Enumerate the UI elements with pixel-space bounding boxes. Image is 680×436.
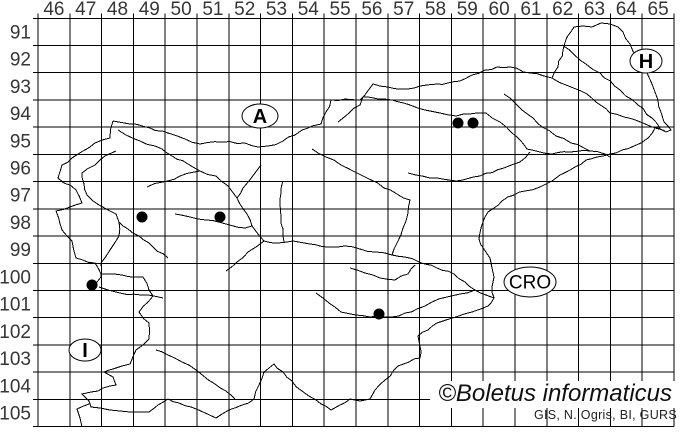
occurrence-dot: [86, 279, 98, 291]
country-code-text: A: [253, 106, 267, 128]
river-line-kamniska-bistrica: [279, 180, 285, 243]
country-border: [55, 22, 672, 419]
country-label-cro: CRO: [503, 266, 557, 298]
grid-col-label: 52: [234, 0, 255, 20]
river-line-ljubljanica: [225, 240, 265, 272]
grid-col-label: 61: [520, 0, 541, 20]
river-line-reka: [155, 349, 236, 400]
grid-col-label: 57: [393, 0, 414, 20]
river-line-kokra: [236, 164, 262, 199]
grid-col-label: 60: [489, 0, 510, 20]
grid-row-label: 98: [10, 213, 31, 234]
grid-col-label: 55: [330, 0, 351, 20]
coastline: [76, 403, 90, 428]
credits-text: GIS, N. Ogris, BI, GURS: [533, 408, 677, 422]
grid-col-label: 48: [107, 0, 128, 20]
occurrence-dot: [136, 211, 148, 223]
country-ellipse: [629, 48, 663, 74]
river-line-krka: [315, 289, 476, 318]
grid-row-label: 105: [0, 404, 31, 425]
river-line-ledava: [561, 44, 661, 129]
occurrence-dot: [452, 117, 464, 129]
river-line-savinja: [311, 148, 411, 256]
river-line-vipava: [98, 286, 164, 299]
grid-row-label: 97: [10, 186, 31, 207]
country-label-h: H: [629, 48, 663, 74]
occurrence-dot: [214, 211, 226, 223]
country-code-text: CRO: [509, 273, 551, 294]
river-line-meza: [337, 96, 364, 123]
grid-row-label: 102: [0, 322, 31, 343]
grid-col-label: 47: [75, 0, 96, 20]
river-line-sava: [117, 129, 495, 299]
country-label-a: A: [241, 103, 279, 129]
grid-col-label: 62: [552, 0, 573, 20]
grid-row-label: 99: [10, 240, 31, 261]
river-line-mura: [551, 77, 666, 132]
country-ellipse: [241, 103, 279, 129]
grid-col-label: 51: [202, 0, 223, 20]
grid-row-label: 96: [10, 159, 31, 180]
grid-row-label: 101: [0, 295, 31, 316]
river-line-sora: [174, 213, 253, 229]
river-line-idrijca: [118, 221, 169, 259]
country-ellipse: [503, 266, 557, 298]
river-line-mirna: [349, 264, 416, 281]
grid-row-label: 104: [0, 376, 31, 397]
river-line-dravinja: [407, 151, 531, 182]
grid-row-label: 92: [10, 50, 31, 71]
country-code-text: I: [82, 340, 88, 362]
river-line-drava: [362, 96, 611, 158]
country-code-text: H: [639, 51, 653, 73]
river-line-bohinjka: [146, 170, 201, 188]
grid-row-label: 94: [10, 104, 32, 125]
grid-col-label: 64: [616, 0, 638, 20]
grid-col-label: 56: [361, 0, 382, 20]
copyright-watermark: ©Boletus informaticus: [430, 381, 675, 408]
grid-row-label: 103: [0, 349, 31, 370]
occurrence-dot: [467, 117, 479, 129]
river-line-pesnica: [503, 93, 591, 152]
country-ellipse: [68, 338, 102, 362]
grid-col-label: 46: [43, 0, 64, 20]
grid-col-label: 53: [266, 0, 287, 20]
grid-col-label: 50: [171, 0, 192, 20]
river-line-soca: [81, 150, 121, 287]
grid-row-label: 95: [10, 131, 31, 152]
grid-row-label: 100: [0, 267, 31, 288]
grid-row-label: 91: [10, 22, 31, 43]
country-label-i: I: [68, 338, 102, 362]
occurrence-dot: [373, 308, 385, 320]
grid-col-label: 54: [298, 0, 320, 20]
grid-col-label: 65: [648, 0, 669, 20]
grid-col-label: 63: [584, 0, 605, 20]
grid-col-label: 59: [457, 0, 478, 20]
grid-col-label: 58: [425, 0, 446, 20]
grid-row-label: 93: [10, 77, 31, 98]
grid-col-label: 49: [139, 0, 160, 20]
